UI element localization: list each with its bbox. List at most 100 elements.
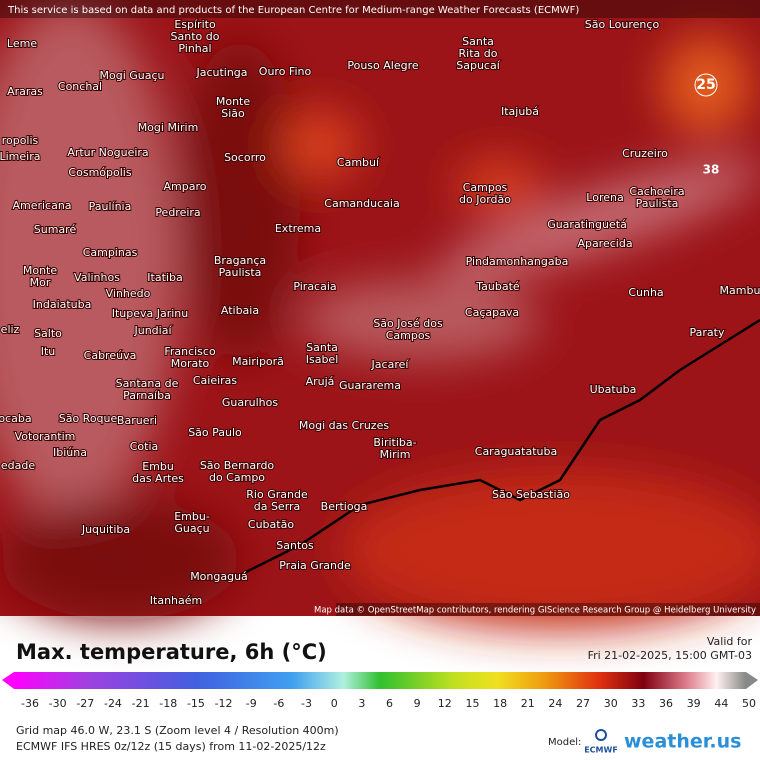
city-label: São Sebastião: [492, 488, 570, 501]
city-label: Itupeva Jarinu: [112, 307, 189, 320]
city-label: São Bernardo: [200, 459, 275, 472]
city-label: São José dos: [373, 317, 443, 330]
city-label: Mongaguá: [190, 570, 248, 583]
city-label: Monte: [23, 264, 58, 277]
city-label: Juquitiba: [81, 523, 130, 536]
city-label: Cotia: [130, 440, 159, 453]
city-label: Jacutinga: [195, 66, 247, 79]
city-label: Mogi Mirim: [138, 121, 199, 134]
colorbar-tick-label: 21: [521, 697, 535, 710]
map-credits: Map data © OpenStreetMap contributors, r…: [314, 606, 756, 616]
colorbar-tick-label: 18: [493, 697, 507, 710]
city-label: Araras: [7, 85, 43, 98]
colorbar-tick-label: 44: [714, 697, 728, 710]
city-label: Conchal: [58, 80, 102, 93]
city-label: Mor: [30, 276, 51, 289]
city-label: Rio Grande: [246, 488, 308, 501]
city-label: Paulista: [636, 197, 679, 210]
colorbar-tick-label: 15: [465, 697, 479, 710]
city-label: Indaiatuba: [33, 298, 92, 311]
city-label: Pindamonhangaba: [466, 255, 569, 268]
city-label: Caçapava: [465, 306, 519, 319]
colorbar-tick-label: -30: [49, 697, 67, 710]
colorbar-tick-label: 9: [414, 697, 421, 710]
city-label: Santa: [462, 35, 494, 48]
colorbar-tick-label: 27: [576, 697, 590, 710]
city-label: Barueri: [117, 414, 157, 427]
colorbar-tick-label: -9: [246, 697, 257, 710]
city-label: Votorantim: [15, 430, 76, 443]
city-label: Jacareí: [371, 358, 410, 371]
city-label: Cabreúva: [84, 349, 137, 362]
city-label: das Artes: [132, 472, 184, 485]
city-label: Itajubá: [501, 105, 539, 118]
city-label: São Roque: [59, 412, 118, 425]
city-label: Taubaté: [475, 280, 520, 293]
colorbar-tick-label: 36: [659, 697, 673, 710]
highlight-value: 25: [696, 77, 715, 93]
colorbar-tick-label: -15: [187, 697, 205, 710]
city-label: Valinhos: [74, 271, 120, 284]
city-label: Santo do: [171, 30, 220, 43]
city-label: Socorro: [224, 151, 266, 164]
city-label: Cubatão: [248, 518, 294, 531]
city-label: Embu: [142, 460, 174, 473]
city-label: Sumaré: [34, 223, 77, 236]
city-label: ropolis: [2, 134, 39, 147]
city-label: do Jordão: [459, 193, 511, 206]
colorbar-tick-label: 12: [438, 697, 452, 710]
city-label: Caieiras: [193, 374, 238, 387]
colorbar-tick-label: 50: [742, 697, 756, 710]
colorbar-tick-label: 6: [386, 697, 393, 710]
city-label: Amparo: [164, 180, 207, 193]
legend-title: Max. temperature, 6h (°C): [16, 640, 327, 664]
colorbar-ticks: -36 -30 -27 -24 -21 -18 -15 -12 -9 -6 -3 0 3 6 9 12 15 18…: [21, 697, 756, 710]
city-label: Guararema: [339, 379, 401, 392]
city-label: Mairiporã: [232, 355, 284, 368]
model-info: ECMWF IFS HRES 0z/12z (15 days) from 11-…: [16, 740, 326, 753]
city-label: Francisco: [164, 345, 216, 358]
city-label: Santa: [306, 341, 338, 354]
city-label: Leme: [7, 37, 37, 50]
highlight-value: 38: [703, 163, 720, 177]
city-label: Itanhaém: [150, 594, 202, 607]
colorbar-arrow: [2, 672, 14, 689]
colorbar-arrow: [746, 672, 758, 689]
colorbar-tick-label: -24: [104, 697, 122, 710]
city-label: Morato: [171, 357, 210, 370]
city-label: eliz: [1, 323, 20, 336]
city-label: Camanducaia: [324, 197, 399, 210]
city-label: Santana de: [116, 377, 179, 390]
city-label: Itu: [41, 345, 56, 358]
city-label: Campinas: [83, 246, 138, 259]
colorbar-tick-label: 39: [687, 697, 701, 710]
city-label: edade: [1, 459, 35, 472]
colorbar-tick-label: -12: [215, 697, 233, 710]
colorbar-tick-label: 33: [631, 697, 645, 710]
colorbar-tick-label: -21: [132, 697, 150, 710]
colorbar-tick-label: 24: [548, 697, 562, 710]
city-label: Embu-: [174, 510, 210, 523]
city-label: Paulínia: [89, 200, 132, 213]
city-label: Biritiba-: [373, 436, 416, 449]
city-label: Salto: [34, 327, 62, 340]
city-label: Guaçu: [174, 522, 209, 535]
city-label: Artur Nogueira: [67, 146, 148, 159]
city-label: Mambu: [720, 284, 760, 297]
city-label: Pedreira: [155, 206, 200, 219]
colorbar-tick-label: -6: [273, 697, 284, 710]
colorbar: [14, 672, 746, 689]
colorbar-tick-label: -27: [76, 697, 94, 710]
city-label: Rita do: [459, 47, 498, 60]
city-label: Paraty: [690, 326, 725, 339]
city-label: São Paulo: [188, 426, 242, 439]
valid-time: Fri 21-02-2025, 15:00 GMT-03: [588, 649, 752, 662]
city-label: Mogi das Cruzes: [299, 419, 389, 432]
city-label: Arujá: [306, 375, 335, 388]
colorbar-tick-label: -18: [159, 697, 177, 710]
city-label: Lorena: [586, 191, 623, 204]
city-label: Extrema: [275, 222, 321, 235]
city-label: ocaba: [0, 412, 32, 425]
city-label: Aparecida: [577, 237, 632, 250]
